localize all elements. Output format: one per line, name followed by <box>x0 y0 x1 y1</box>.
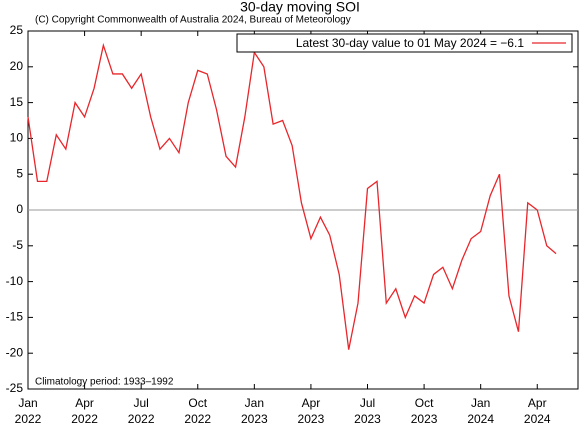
x-tick-label: Jul 2022 <box>127 396 155 426</box>
y-tick-label: 15 <box>10 95 24 109</box>
y-tick-label: -15 <box>6 310 24 324</box>
x-tick-label: Apr 2022 <box>71 396 98 426</box>
legend-box <box>236 33 573 53</box>
legend-label: Latest 30-day value to 01 May 2024 = −6.… <box>296 36 524 50</box>
y-tick-label: -25 <box>6 381 24 395</box>
y-tick-label: 25 <box>10 23 24 37</box>
y-tick-label: 5 <box>16 166 23 180</box>
x-tick-label: Oct 2023 <box>410 396 438 426</box>
x-tick-label: Apr 2023 <box>297 396 325 426</box>
x-tick-label: Jul 2023 <box>354 396 381 426</box>
y-tick-label: -20 <box>6 345 24 359</box>
x-tick-label: Jan 2022 <box>14 396 42 426</box>
series-line <box>27 42 557 350</box>
y-tick-label: 0 <box>16 202 23 216</box>
y-tick-label: 20 <box>10 59 24 73</box>
y-tick-label: 10 <box>10 131 24 145</box>
x-tick-label: Jan 2023 <box>240 396 268 426</box>
y-tick-label: -5 <box>12 238 23 252</box>
chart-title: 30-day moving SOI <box>240 0 360 15</box>
y-tick-label: -10 <box>6 274 24 288</box>
x-tick-label: Jan 2024 <box>467 396 495 426</box>
x-tick-label: Oct 2022 <box>184 396 212 426</box>
x-tick-label: Apr 2024 <box>523 396 551 426</box>
annotation: Climatology period: 1933–1992 <box>35 377 174 388</box>
copyright: (C) Copyright Commonwealth of Australia … <box>35 15 351 26</box>
